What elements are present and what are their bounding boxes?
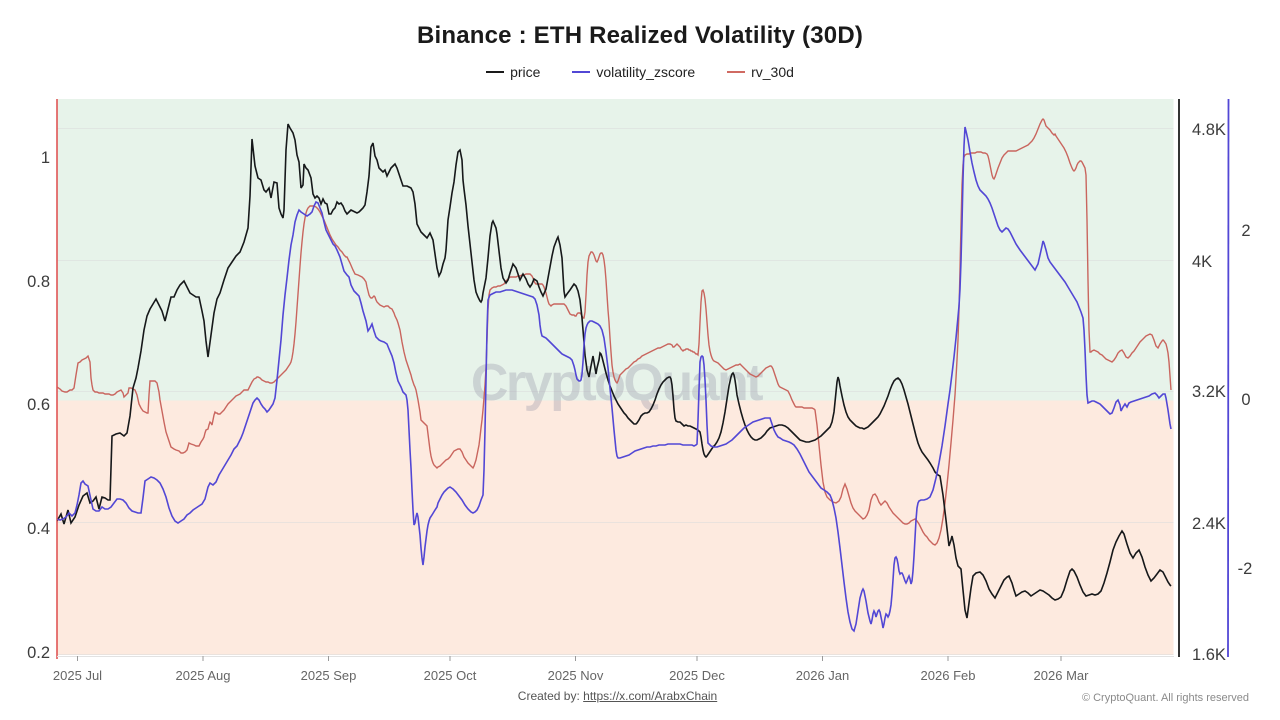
svg-text:2: 2: [1241, 222, 1250, 240]
svg-text:2025 Aug: 2025 Aug: [176, 668, 231, 683]
svg-text:4.8K: 4.8K: [1192, 121, 1226, 139]
svg-text:-2: -2: [1238, 560, 1253, 578]
svg-text:2025 Nov: 2025 Nov: [548, 668, 604, 683]
svg-text:0.8: 0.8: [27, 273, 50, 291]
svg-text:0.2: 0.2: [27, 644, 50, 662]
svg-text:2025 Dec: 2025 Dec: [669, 668, 725, 683]
svg-text:2025 Jul: 2025 Jul: [53, 668, 102, 683]
svg-text:4K: 4K: [1192, 253, 1212, 271]
svg-text:0.6: 0.6: [27, 396, 50, 414]
svg-text:1.6K: 1.6K: [1192, 646, 1226, 664]
svg-text:2025 Oct: 2025 Oct: [424, 668, 477, 683]
svg-text:2.4K: 2.4K: [1192, 515, 1226, 533]
svg-text:2026 Mar: 2026 Mar: [1034, 668, 1090, 683]
svg-text:CryptoQuant: CryptoQuant: [471, 354, 763, 412]
svg-text:0.4: 0.4: [27, 520, 50, 538]
svg-text:0: 0: [1241, 391, 1250, 409]
svg-text:2025 Sep: 2025 Sep: [301, 668, 357, 683]
svg-text:3.2K: 3.2K: [1192, 383, 1226, 401]
svg-text:1: 1: [41, 149, 50, 167]
svg-text:2026 Feb: 2026 Feb: [921, 668, 976, 683]
svg-text:2026 Jan: 2026 Jan: [796, 668, 850, 683]
